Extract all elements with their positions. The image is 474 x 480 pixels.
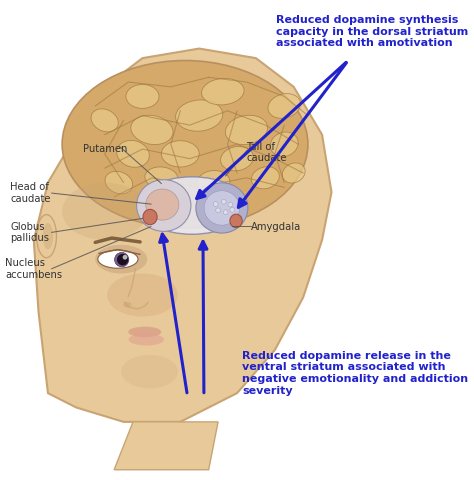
Circle shape	[221, 199, 226, 204]
Ellipse shape	[131, 115, 173, 144]
Ellipse shape	[204, 191, 239, 225]
Ellipse shape	[123, 302, 132, 308]
Ellipse shape	[161, 141, 199, 167]
Ellipse shape	[251, 167, 279, 189]
Ellipse shape	[43, 223, 53, 249]
Polygon shape	[114, 422, 218, 470]
Ellipse shape	[143, 209, 157, 225]
Ellipse shape	[175, 100, 223, 131]
Text: Putamen: Putamen	[83, 144, 128, 154]
Ellipse shape	[201, 78, 244, 105]
Ellipse shape	[128, 326, 161, 337]
Ellipse shape	[62, 182, 147, 240]
Text: Globus
pallidus: Globus pallidus	[10, 222, 49, 243]
Ellipse shape	[105, 171, 133, 194]
Circle shape	[228, 202, 233, 207]
Text: Reduced dopamine synthesis
capacity in the dorsal striatum
associated with amoti: Reduced dopamine synthesis capacity in t…	[276, 15, 469, 48]
Circle shape	[117, 254, 128, 265]
Ellipse shape	[197, 170, 230, 194]
Text: Head of
caudate: Head of caudate	[10, 182, 51, 204]
Ellipse shape	[196, 183, 248, 233]
Circle shape	[223, 210, 228, 215]
Ellipse shape	[283, 163, 305, 183]
Ellipse shape	[115, 252, 129, 267]
Ellipse shape	[107, 274, 178, 317]
Text: Tail of
caudate: Tail of caudate	[246, 142, 287, 163]
Ellipse shape	[121, 355, 178, 388]
Polygon shape	[34, 48, 331, 422]
Ellipse shape	[268, 94, 301, 119]
Ellipse shape	[126, 84, 159, 108]
Ellipse shape	[36, 215, 56, 258]
Ellipse shape	[145, 167, 178, 189]
Ellipse shape	[225, 115, 267, 144]
Circle shape	[216, 208, 220, 213]
Ellipse shape	[146, 189, 179, 220]
Circle shape	[213, 202, 218, 206]
Ellipse shape	[270, 132, 298, 156]
Ellipse shape	[128, 334, 164, 346]
Ellipse shape	[220, 146, 254, 171]
Text: Nucleus
accumbens: Nucleus accumbens	[5, 258, 63, 279]
Ellipse shape	[230, 214, 242, 228]
Circle shape	[230, 207, 235, 212]
Ellipse shape	[98, 250, 138, 268]
Ellipse shape	[91, 109, 118, 132]
Text: Amygdala: Amygdala	[251, 222, 301, 231]
Ellipse shape	[95, 245, 147, 274]
Ellipse shape	[137, 180, 191, 231]
Circle shape	[123, 255, 128, 260]
Ellipse shape	[138, 177, 246, 234]
Text: Reduced dopamine release in the
ventral striatum associated with
negative emotio: Reduced dopamine release in the ventral …	[243, 351, 469, 396]
Ellipse shape	[117, 141, 149, 168]
Ellipse shape	[62, 60, 308, 228]
